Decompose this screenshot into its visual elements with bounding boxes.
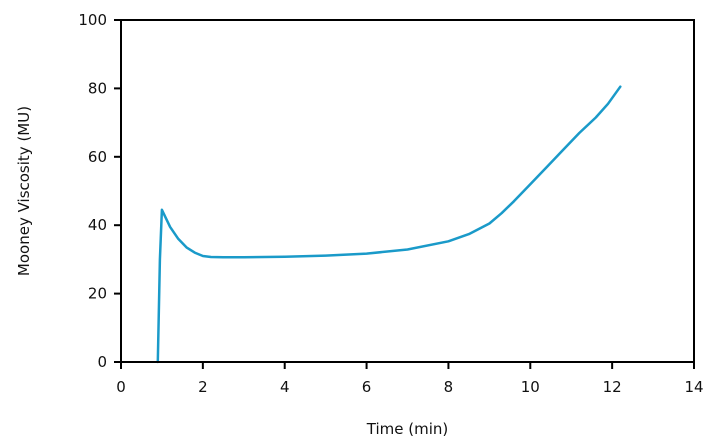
x-axis-ticks: 0 2 4 6 8 10 12 14 — [116, 362, 704, 396]
y-tick-label: 20 — [88, 285, 107, 303]
y-tick-label: 40 — [88, 216, 107, 234]
x-axis-title: Time (min) — [366, 420, 448, 438]
plot-area-frame — [120, 19, 695, 363]
y-axis-title: Mooney Viscosity (MU) — [15, 106, 33, 276]
x-tick-label: 4 — [280, 378, 290, 396]
y-tick-label: 100 — [78, 11, 107, 29]
x-tick-label: 14 — [684, 378, 703, 396]
x-tick-label: 2 — [198, 378, 208, 396]
y-axis-ticks: 0 20 40 60 80 100 — [78, 11, 121, 371]
y-tick-label: 60 — [88, 148, 107, 166]
viscosity-series-line — [156, 85, 622, 364]
x-tick-label: 6 — [362, 378, 372, 396]
y-tick-label: 0 — [97, 353, 107, 371]
x-tick-label: 12 — [603, 378, 622, 396]
x-tick-label: 0 — [116, 378, 126, 396]
x-tick-label: 8 — [444, 378, 454, 396]
x-tick-label: 10 — [521, 378, 540, 396]
y-tick-label: 80 — [88, 79, 107, 97]
